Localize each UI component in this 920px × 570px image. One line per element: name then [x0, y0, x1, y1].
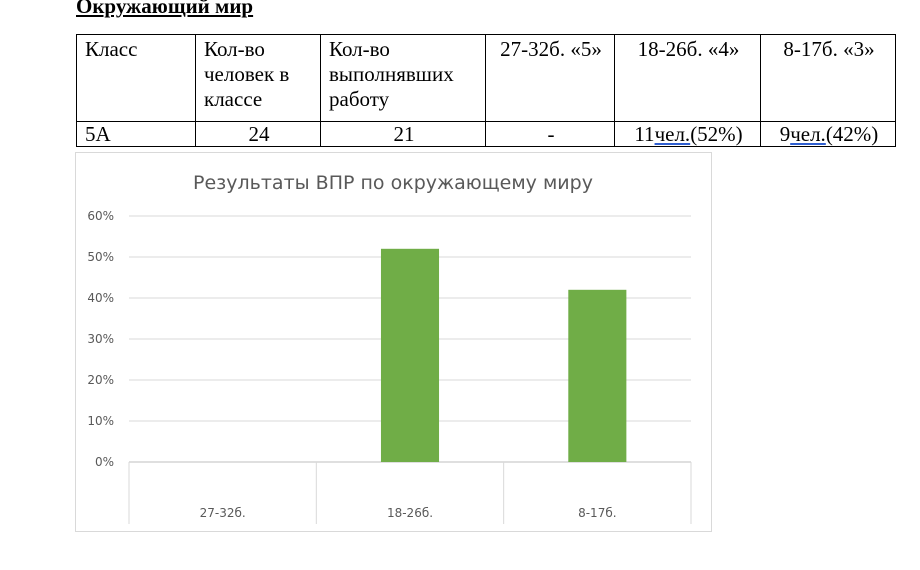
table-header-row: Класс Кол-во человек в классе Кол-во вып… [76, 34, 896, 122]
y-tick-label: 50% [87, 250, 114, 264]
results-table: Класс Кол-во человек в классе Кол-во вып… [76, 34, 896, 147]
header-class: Класс [76, 34, 196, 122]
y-tick-label: 40% [87, 291, 114, 305]
cell-grade-4: 11чел.(52%) [614, 121, 761, 147]
header-grade-5: 27-32б. «5» [485, 34, 615, 122]
section-heading: Окружающий мир [76, 0, 254, 18]
y-tick-label: 20% [87, 373, 114, 387]
table-row: 5А 24 21 - 11чел.(52%) 9чел.(42%) [76, 121, 896, 147]
y-tick-label: 30% [87, 332, 114, 346]
y-tick-label: 60% [87, 209, 114, 223]
y-tick-label: 10% [87, 414, 114, 428]
x-tick-label: 27-32б. [200, 506, 246, 520]
x-tick-label: 18-26б. [387, 506, 433, 520]
header-students-total: Кол-во человек в классе [195, 34, 321, 122]
chart-canvas: Результаты ВПР по окружающему миру 0% 10%… [87, 172, 692, 524]
header-students-completed: Кол-во выполнявших работу [320, 34, 486, 122]
results-chart: Результаты ВПР по окружающему миру 0% 10%… [75, 152, 712, 532]
grade-3-count: 9 [779, 122, 791, 146]
cell-class: 5А [76, 121, 196, 147]
chart-title: Результаты ВПР по окружающему миру [193, 172, 593, 194]
x-tick-label: 8-17б. [578, 506, 616, 520]
grade-4-percent: (52%) [690, 122, 743, 146]
grade-4-count: 11 [634, 122, 655, 146]
cell-grade-3: 9чел.(42%) [760, 121, 896, 147]
cell-grade-5: - [485, 121, 615, 147]
y-tick-label: 0% [95, 455, 114, 469]
cell-completed: 21 [320, 121, 486, 147]
bar-3 [568, 289, 627, 462]
bar-2 [380, 248, 440, 462]
grade-3-unit: чел. [790, 122, 826, 146]
header-grade-3: 8-17б. «3» [760, 34, 896, 122]
cell-total: 24 [195, 121, 321, 147]
grade-3-percent: (42%) [825, 122, 879, 146]
header-grade-4: 18-26б. «4» [614, 34, 761, 122]
chart-bars [380, 248, 627, 462]
grade-4-unit: чел. [654, 122, 691, 146]
chart-axes: 0% 10% 20% 30% 40% 50% 60% 27-32б. 18-26б. 8-17б. [87, 209, 692, 524]
